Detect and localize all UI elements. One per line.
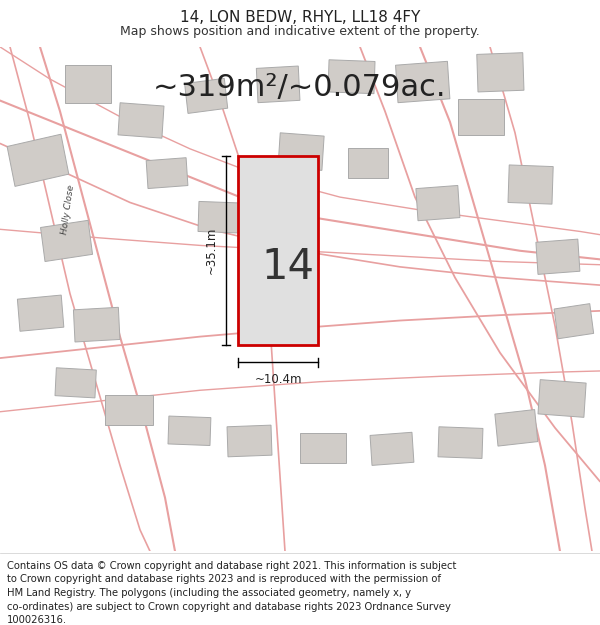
Bar xyxy=(146,158,188,189)
Text: 14, LON BEDW, RHYL, LL18 4FY: 14, LON BEDW, RHYL, LL18 4FY xyxy=(180,10,420,25)
Polygon shape xyxy=(238,156,318,345)
Bar xyxy=(17,295,64,331)
Bar xyxy=(73,308,120,342)
Bar xyxy=(300,433,346,463)
Bar xyxy=(55,368,97,398)
Bar xyxy=(41,221,92,261)
Text: ~319m²/~0.079ac.: ~319m²/~0.079ac. xyxy=(153,73,447,102)
Bar xyxy=(348,148,388,178)
Bar xyxy=(395,61,450,102)
Text: ~35.1m: ~35.1m xyxy=(205,227,218,274)
Text: Holly Close: Holly Close xyxy=(60,184,76,236)
Bar xyxy=(278,132,324,171)
Text: co-ordinates) are subject to Crown copyright and database rights 2023 Ordnance S: co-ordinates) are subject to Crown copyr… xyxy=(7,602,451,612)
Bar xyxy=(256,66,300,102)
Bar xyxy=(438,427,483,459)
Text: HM Land Registry. The polygons (including the associated geometry, namely x, y: HM Land Registry. The polygons (includin… xyxy=(7,588,411,598)
Text: 100026316.: 100026316. xyxy=(7,616,67,625)
Bar xyxy=(477,52,524,92)
Bar xyxy=(508,165,553,204)
Text: to Crown copyright and database rights 2023 and is reproduced with the permissio: to Crown copyright and database rights 2… xyxy=(7,574,441,584)
Bar xyxy=(495,409,538,446)
Text: Map shows position and indicative extent of the property.: Map shows position and indicative extent… xyxy=(120,26,480,39)
Bar xyxy=(168,416,211,446)
Bar xyxy=(536,239,580,274)
Bar xyxy=(118,102,164,138)
Bar xyxy=(416,186,460,221)
Bar xyxy=(328,60,375,94)
Bar xyxy=(458,99,504,135)
Bar xyxy=(185,78,228,113)
Bar xyxy=(370,432,414,466)
Bar xyxy=(554,304,593,339)
Bar xyxy=(7,134,69,186)
Bar xyxy=(538,379,586,418)
Bar xyxy=(198,201,243,233)
Bar xyxy=(227,425,272,457)
Bar xyxy=(105,394,153,424)
Text: Contains OS data © Crown copyright and database right 2021. This information is : Contains OS data © Crown copyright and d… xyxy=(7,561,457,571)
Bar xyxy=(65,65,111,102)
Text: ~10.4m: ~10.4m xyxy=(254,373,302,386)
Text: 14: 14 xyxy=(262,246,314,288)
